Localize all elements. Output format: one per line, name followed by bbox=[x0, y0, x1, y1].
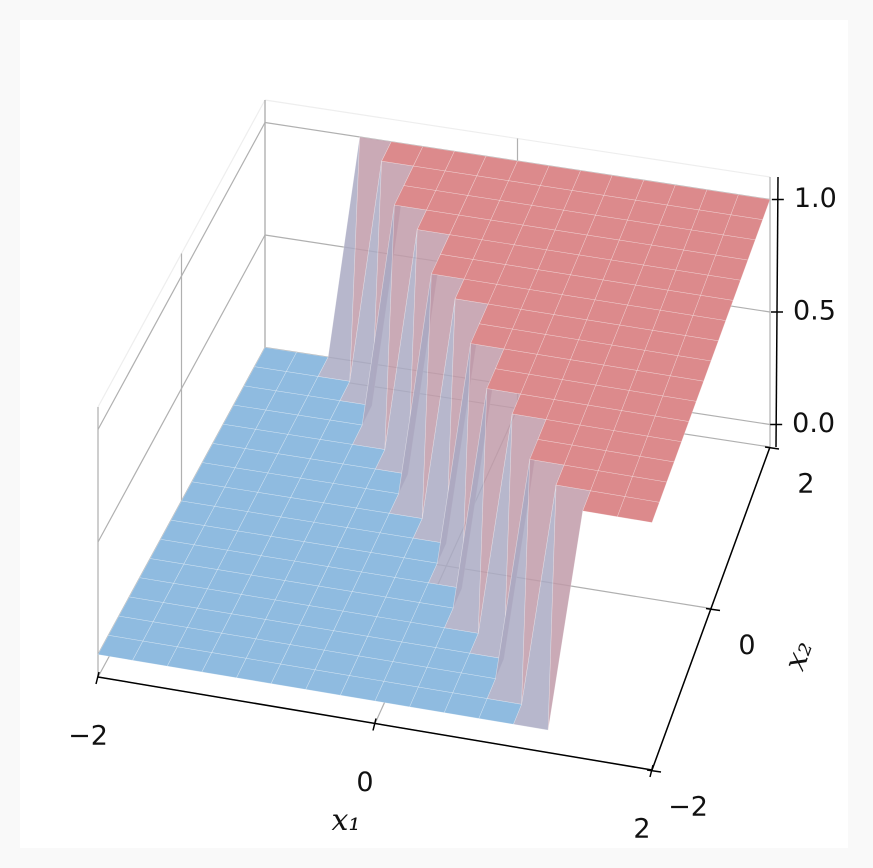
surface-patch bbox=[632, 455, 675, 483]
y-tick-label: 0 bbox=[738, 630, 755, 661]
surface-patch bbox=[677, 335, 719, 362]
z-tick-label: 0.0 bbox=[792, 408, 835, 439]
surface-patch bbox=[654, 395, 697, 422]
x-tick-label: 0 bbox=[356, 767, 373, 798]
y-tick bbox=[705, 607, 721, 612]
surface-patch bbox=[700, 274, 741, 301]
x-tick bbox=[95, 671, 100, 685]
z-tick-label: 0.5 bbox=[793, 296, 836, 327]
y-tick bbox=[646, 769, 662, 773]
x-tick-label: 2 bbox=[633, 814, 650, 845]
y-tick-label: −2 bbox=[668, 792, 708, 823]
x-axis-label: x₁ bbox=[332, 803, 361, 838]
y-tick-label: 2 bbox=[797, 469, 814, 500]
y-tick bbox=[764, 446, 780, 450]
x-tick bbox=[372, 718, 377, 731]
surface-patch bbox=[616, 496, 660, 523]
z-tick-label: 1.0 bbox=[794, 183, 837, 214]
x-tick-label: −2 bbox=[68, 721, 108, 752]
